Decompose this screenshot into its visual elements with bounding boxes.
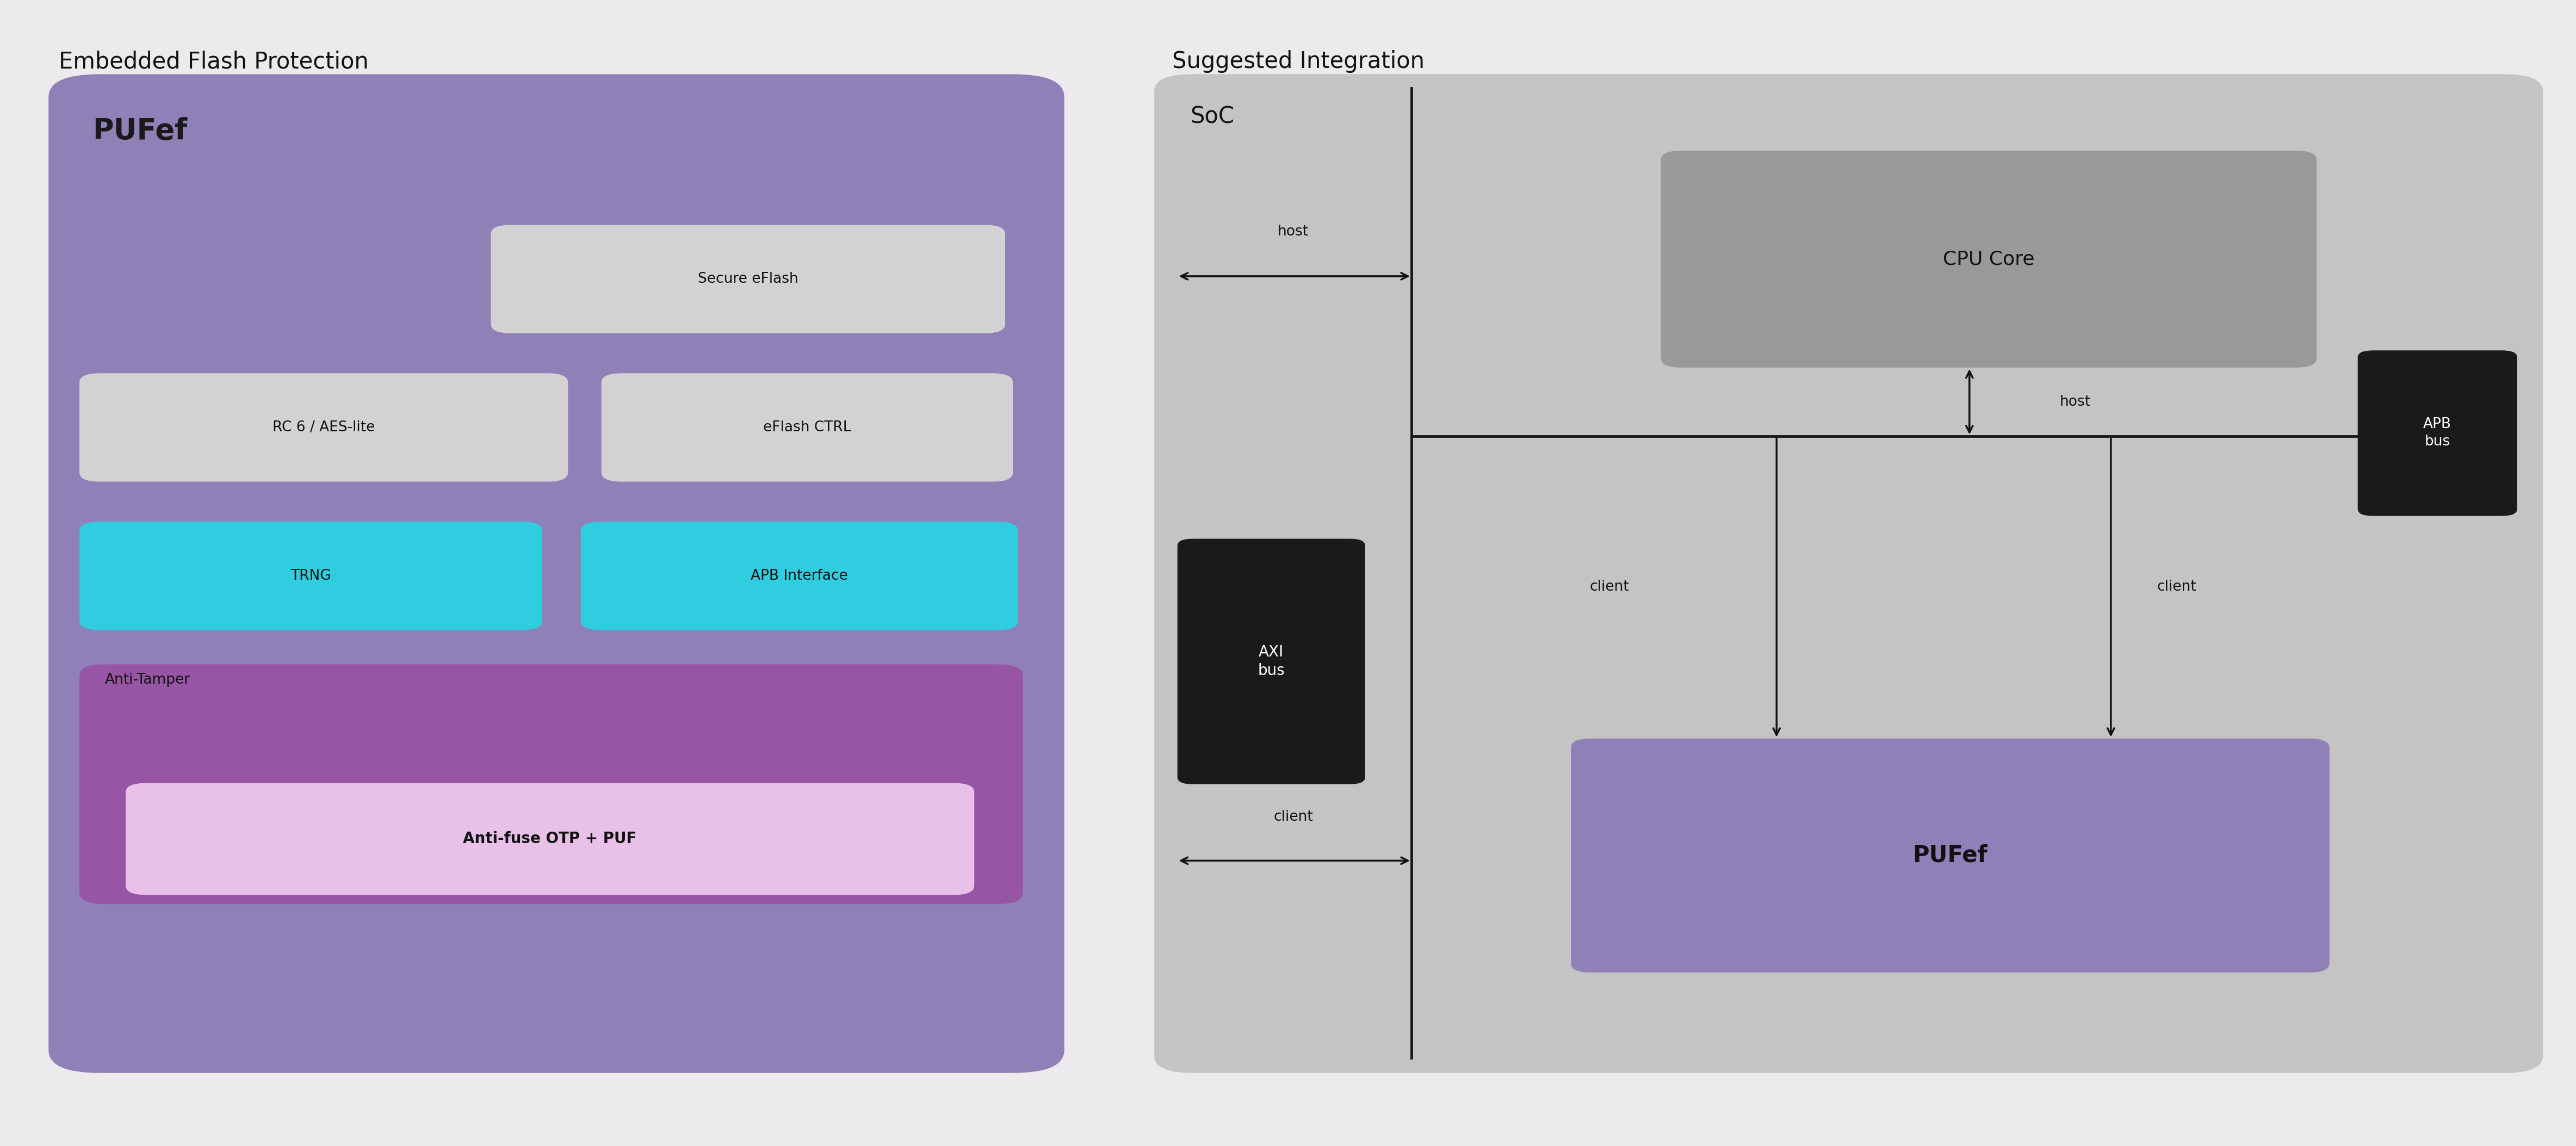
FancyBboxPatch shape xyxy=(1154,74,2543,1073)
Text: TRNG: TRNG xyxy=(291,568,332,583)
FancyBboxPatch shape xyxy=(1571,738,2329,973)
Text: CPU Core: CPU Core xyxy=(1942,250,2035,268)
Text: PUFef: PUFef xyxy=(1914,845,1989,866)
Text: Secure eFlash: Secure eFlash xyxy=(698,272,799,286)
Text: client: client xyxy=(1273,810,1314,824)
Text: eFlash CTRL: eFlash CTRL xyxy=(762,421,850,434)
FancyBboxPatch shape xyxy=(126,783,974,895)
Text: AXI
bus: AXI bus xyxy=(1257,644,1285,678)
FancyBboxPatch shape xyxy=(80,521,544,630)
Text: client: client xyxy=(2156,580,2197,594)
Text: RC 6 / AES-lite: RC 6 / AES-lite xyxy=(273,421,376,434)
Text: PUFef: PUFef xyxy=(93,117,188,144)
Text: Embedded Flash Protection: Embedded Flash Protection xyxy=(59,50,368,73)
FancyBboxPatch shape xyxy=(580,521,1018,630)
Text: Suggested Integration: Suggested Integration xyxy=(1172,50,1425,73)
FancyBboxPatch shape xyxy=(80,665,1023,904)
Text: client: client xyxy=(1589,580,1628,594)
Text: host: host xyxy=(2058,394,2092,409)
FancyBboxPatch shape xyxy=(49,74,1064,1073)
FancyBboxPatch shape xyxy=(1662,150,2316,368)
Text: APB Interface: APB Interface xyxy=(750,568,848,583)
FancyBboxPatch shape xyxy=(80,374,567,481)
FancyBboxPatch shape xyxy=(600,374,1012,481)
Text: Anti-fuse OTP + PUF: Anti-fuse OTP + PUF xyxy=(464,831,636,847)
Text: APB
bus: APB bus xyxy=(2424,417,2452,449)
Text: SoC: SoC xyxy=(1190,105,1234,128)
FancyBboxPatch shape xyxy=(492,225,1005,333)
Text: host: host xyxy=(1278,225,1309,238)
FancyBboxPatch shape xyxy=(2357,351,2517,516)
Text: Anti-Tamper: Anti-Tamper xyxy=(106,673,191,688)
FancyBboxPatch shape xyxy=(1177,539,1365,784)
